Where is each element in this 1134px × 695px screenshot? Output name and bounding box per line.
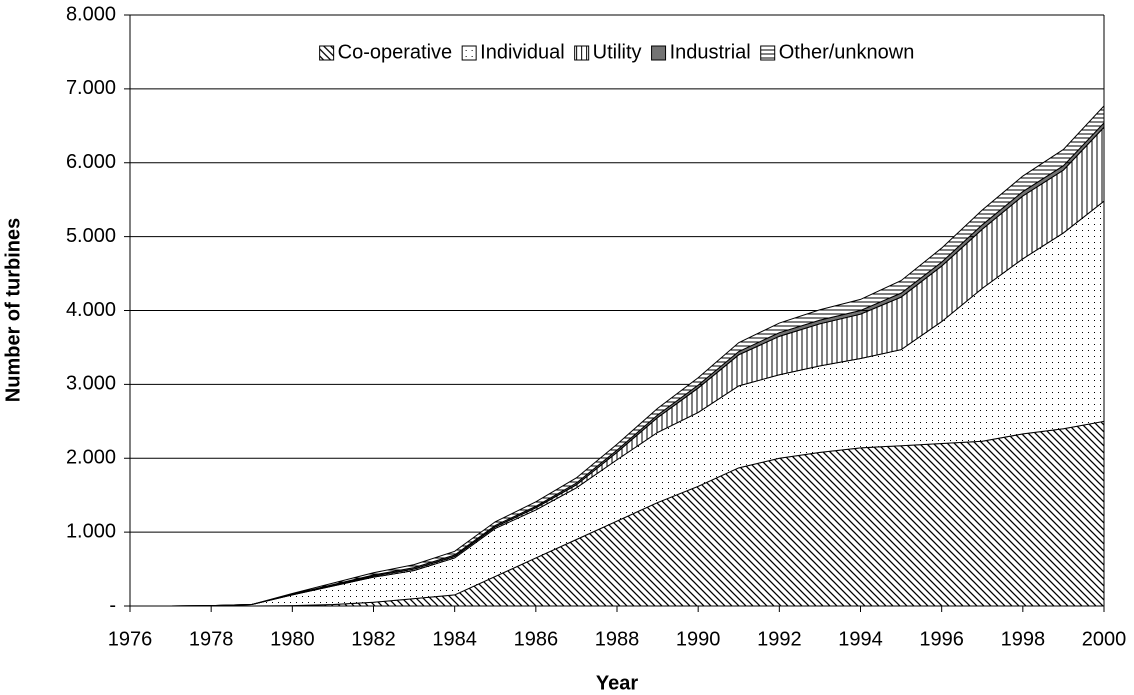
y-tick-label: - (109, 594, 116, 616)
x-tick-label: 1980 (270, 628, 315, 650)
y-tick-label: 8.000 (66, 3, 116, 25)
x-axis-title: Year (596, 672, 638, 694)
x-tick-label: 1994 (838, 628, 883, 650)
legend-label: Other/unknown (779, 41, 915, 63)
y-tick-label: 4.000 (66, 299, 116, 321)
legend-swatch (574, 45, 590, 61)
y-tick-label: 3.000 (66, 373, 116, 395)
legend-swatch (760, 45, 776, 61)
legend-swatch (461, 45, 477, 61)
x-tick-label: 1998 (1001, 628, 1046, 650)
y-tick-label: 5.000 (66, 225, 116, 247)
legend: Co-operative Individual Utility Industrial O… (319, 41, 915, 63)
legend-swatch (651, 45, 667, 61)
x-tick-label: 2000 (1082, 628, 1127, 650)
y-tick-label: 1.000 (66, 520, 116, 542)
legend-label: Utility (593, 41, 642, 63)
x-tick-label: 1978 (189, 628, 234, 650)
legend-label: Co-operative (338, 41, 453, 63)
x-tick-label: 1992 (757, 628, 802, 650)
x-tick-label: 1990 (676, 628, 721, 650)
legend-label: Industrial (670, 41, 751, 63)
x-tick-label: 1988 (595, 628, 640, 650)
x-tick-label: 1976 (108, 628, 153, 650)
y-tick-label: 2.000 (66, 447, 116, 469)
legend-label: Individual (480, 41, 565, 63)
x-tick-label: 1984 (432, 628, 477, 650)
y-tick-label: 6.000 (66, 151, 116, 173)
x-tick-label: 1982 (351, 628, 396, 650)
y-tick-label: 7.000 (66, 77, 116, 99)
x-tick-label: 1996 (919, 628, 964, 650)
x-tick-label: 1986 (514, 628, 559, 650)
legend-swatch (319, 45, 335, 61)
y-axis-title: Number of turbines (2, 218, 24, 402)
